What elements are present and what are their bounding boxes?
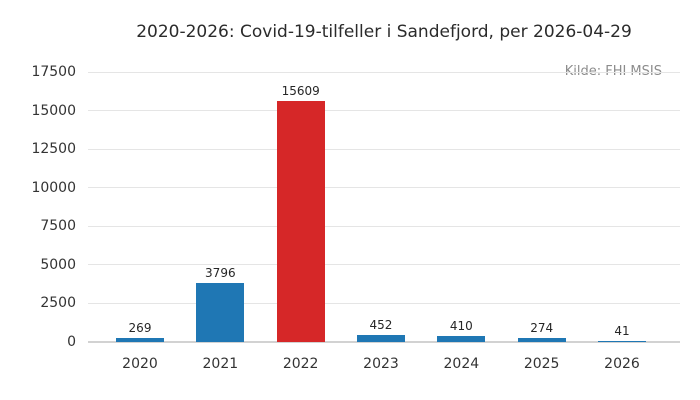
gridline-12500 [88, 148, 680, 150]
chart-title: 2020-2026: Covid-19-tilfeller i Sandefjo… [136, 22, 632, 42]
bar-value-label-2022: 15609 [281, 84, 320, 99]
bar-2026 [597, 341, 646, 342]
bar-2025 [517, 337, 566, 342]
x-tick-label-2026: 2026 [604, 356, 640, 372]
bar-2022 [276, 101, 325, 342]
bar-value-label-2026: 41 [614, 324, 630, 339]
bar-2023 [356, 335, 405, 342]
x-tick-label-2022: 2022 [282, 356, 319, 372]
x-axis-line [88, 341, 680, 343]
y-tick-label-5000: 5000 [40, 256, 76, 273]
gridline-15000 [88, 110, 680, 112]
x-tick-label-2024: 2024 [443, 356, 480, 372]
bar-value-label-2023: 452 [369, 318, 393, 333]
bar-2020 [116, 337, 164, 342]
gridline-2500 [88, 302, 680, 304]
y-tick-label-10000: 10000 [31, 179, 76, 196]
bar-2024 [437, 335, 486, 342]
gridline-10000 [88, 187, 680, 189]
y-tick-label-2500: 2500 [40, 295, 76, 312]
gridline-17500 [88, 71, 680, 73]
bar-value-label-2021: 3796 [205, 266, 236, 281]
gridline-7500 [88, 225, 680, 227]
bar-2021 [196, 283, 245, 342]
y-tick-label-12500: 12500 [31, 141, 76, 158]
y-tick-label-17500: 17500 [31, 64, 76, 80]
x-tick-label-2020: 2020 [122, 356, 158, 372]
y-tick-label-7500: 7500 [40, 218, 76, 235]
bar-value-label-2024: 410 [449, 318, 473, 333]
bar-value-label-2025: 274 [530, 320, 554, 335]
x-tick-label-2023: 2023 [363, 356, 399, 372]
x-tick-label-2025: 2025 [523, 356, 560, 372]
gridline-5000 [88, 264, 680, 266]
y-tick-label-0: 0 [67, 334, 76, 350]
y-tick-label-15000: 15000 [31, 102, 76, 119]
x-tick-label-2021: 2021 [202, 356, 239, 372]
bar-value-label-2020: 269 [128, 320, 152, 335]
